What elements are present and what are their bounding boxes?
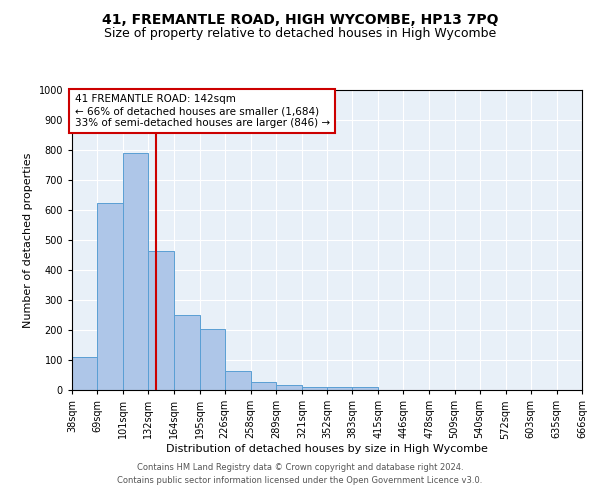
Text: Contains HM Land Registry data © Crown copyright and database right 2024.: Contains HM Land Registry data © Crown c… [137,462,463,471]
Text: Size of property relative to detached houses in High Wycombe: Size of property relative to detached ho… [104,28,496,40]
Bar [224,371,251,390]
X-axis label: Distribution of detached houses by size in High Wycombe: Distribution of detached houses by size … [166,444,488,454]
Y-axis label: Number of detached properties: Number of detached properties [23,152,33,328]
Bar [72,357,97,390]
Bar [148,250,175,390]
Bar [302,387,327,390]
Bar [251,382,276,390]
Bar [97,202,123,390]
Bar [123,153,148,390]
Bar [199,328,224,390]
Bar [175,315,199,390]
Text: Contains public sector information licensed under the Open Government Licence v3: Contains public sector information licen… [118,476,482,485]
Bar [352,387,378,390]
Text: 41, FREMANTLE ROAD, HIGH WYCOMBE, HP13 7PQ: 41, FREMANTLE ROAD, HIGH WYCOMBE, HP13 7… [102,12,498,26]
Bar [276,384,302,390]
Bar [327,387,352,390]
Text: 41 FREMANTLE ROAD: 142sqm
← 66% of detached houses are smaller (1,684)
33% of se: 41 FREMANTLE ROAD: 142sqm ← 66% of detac… [74,94,329,128]
